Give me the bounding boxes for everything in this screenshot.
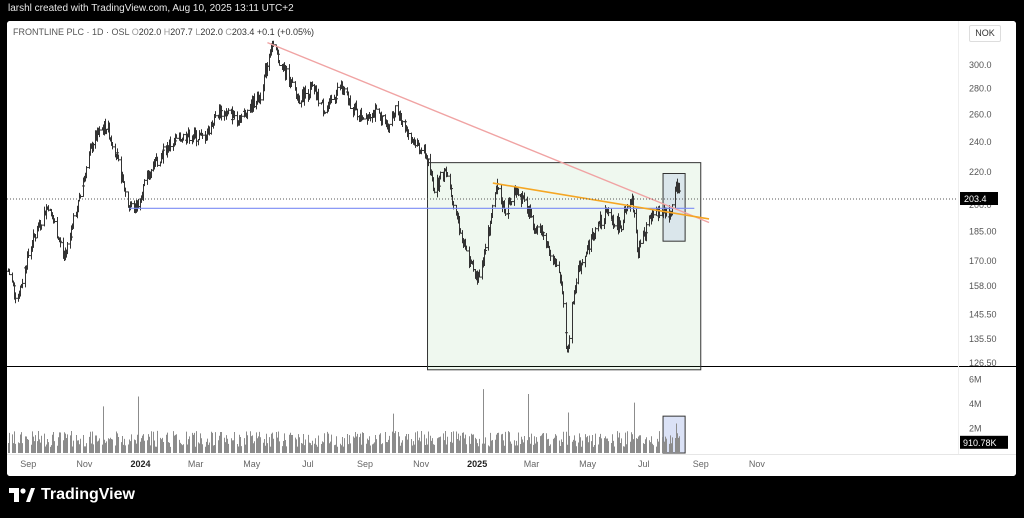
close-key: C: [225, 27, 232, 37]
time-tick-label: 2024: [130, 459, 150, 469]
ohlc-legend: FRONTLINE PLC · 1D · OSL O202.0 H207.7 L…: [13, 27, 314, 37]
open-key: O: [131, 27, 139, 37]
time-tick-label: Jul: [302, 459, 314, 469]
close-value: 203.4: [231, 27, 255, 37]
volume-tick-label: 6M: [969, 374, 982, 384]
open-value: 202.0: [138, 27, 162, 37]
price-tick-label: 220.0: [969, 167, 992, 177]
time-tick-label: May: [579, 459, 597, 469]
time-tick-label: 2025: [467, 459, 487, 469]
volume-tick-label: 2M: [969, 423, 982, 433]
time-tick-label: Nov: [749, 459, 766, 469]
time-tick-label: Mar: [524, 459, 540, 469]
share-caption: larshl created with TradingView.com, Aug…: [8, 3, 294, 14]
price-tick-label: 240.0: [969, 137, 992, 147]
chart-background: [7, 21, 1016, 476]
price-tick-label: 126.50: [969, 358, 997, 368]
time-tick-label: Nov: [413, 459, 430, 469]
symbol-title[interactable]: FRONTLINE PLC · 1D · OSL: [13, 27, 130, 37]
range-box: [427, 162, 702, 371]
price-tick-label: 145.50: [969, 310, 997, 320]
time-tick-label: May: [243, 459, 261, 469]
volume-bars: [8, 389, 680, 453]
low-key: L: [195, 27, 201, 37]
time-tick-label: Mar: [188, 459, 204, 469]
price-tick-label: 135.50: [969, 334, 997, 344]
tradingview-brand: TradingView: [9, 486, 135, 504]
time-tick-label: Sep: [357, 459, 373, 469]
price-tick-label: 158.00: [969, 281, 997, 291]
price-tick-label: 300.0: [969, 60, 992, 70]
tradingview-logo-icon: [9, 488, 35, 502]
tradingview-wordmark: TradingView: [41, 486, 135, 503]
last-volume-badge: [960, 435, 1008, 449]
downtrend-line-orange: [492, 182, 710, 220]
time-tick-label: Sep: [693, 459, 709, 469]
last-price-label: 203.4: [964, 194, 987, 204]
price-bars: [7, 40, 681, 353]
price-tick-label: 280.0: [969, 84, 992, 94]
price-tick-label: 185.00: [969, 227, 997, 237]
low-value: 202.0: [200, 27, 223, 37]
downtrend-line-red: [267, 41, 710, 224]
high-value: 207.7: [170, 27, 193, 37]
chart-svg[interactable]: 300.0280.0260.0240.0220.0200.0185.00170.…: [7, 21, 1016, 476]
last-volume-label: 910.78K: [963, 438, 997, 448]
time-tick-label: Jul: [638, 459, 650, 469]
price-tick-label: 170.00: [969, 256, 997, 266]
time-tick-label: Sep: [20, 459, 36, 469]
time-tick-label: Nov: [76, 459, 93, 469]
change-value: +0.1 (+0.05%): [256, 27, 314, 37]
last-price-badge: [960, 192, 998, 206]
price-tick-label: 260.0: [969, 109, 992, 119]
volume-tick-label: 4M: [969, 399, 982, 409]
currency-button[interactable]: NOK: [969, 25, 1001, 42]
chart-panel[interactable]: 300.0280.0260.0240.0220.0200.0185.00170.…: [7, 21, 1016, 476]
high-key: H: [163, 27, 171, 37]
highlight-box: [662, 173, 686, 242]
